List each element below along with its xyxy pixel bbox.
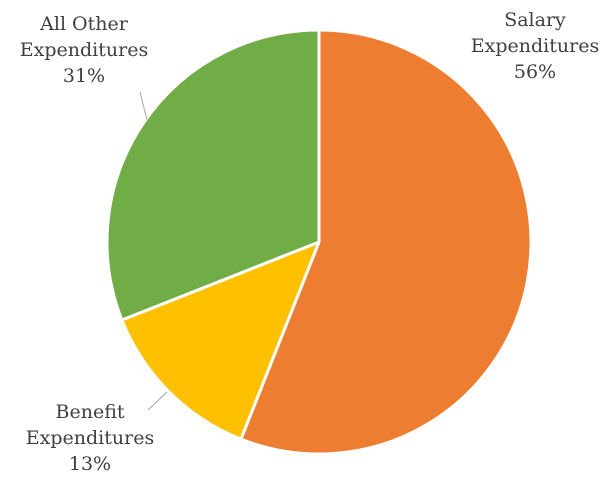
slice-label-line: Expenditures [20, 39, 148, 61]
slice-label-benefit-expenditures: Benefit Expenditures 13% [26, 401, 154, 475]
slice-label-line: Benefit [56, 401, 125, 423]
slice-label-line: Expenditures [26, 427, 154, 449]
slice-label-line: Expenditures [471, 35, 599, 57]
pie-slice-all-other-expenditures [105, 28, 321, 322]
slice-label-line: All Other [39, 13, 129, 35]
slice-label-salary-expenditures: Salary Expenditures 56% [471, 9, 599, 83]
slice-percent: 31% [63, 65, 105, 87]
slice-label-all-other-expenditures: All Other Expenditures 31% [20, 13, 148, 87]
pie-slice-salary-expenditures [239, 28, 533, 456]
leader-lines [139, 91, 168, 411]
slice-label-line: Salary [504, 9, 566, 31]
slice-labels: Salary Expenditures 56% Benefit Expenditures… [20, 9, 599, 475]
pie-slice-benefit-expenditures [120, 240, 321, 441]
leader-line-all-other-expenditures [139, 91, 148, 121]
slice-percent: 13% [69, 453, 111, 475]
leader-line-benefit-expenditures [147, 391, 168, 411]
slice-percent: 56% [514, 61, 556, 83]
pie-slices [105, 28, 533, 456]
